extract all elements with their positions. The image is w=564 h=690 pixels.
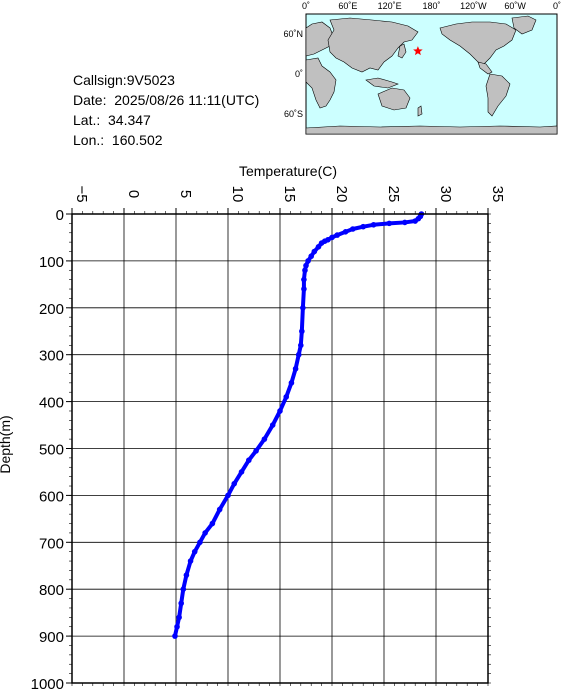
temperature-data-point — [183, 572, 190, 578]
temperature-data-point — [176, 614, 182, 621]
y-tick-label: 1000 — [31, 676, 64, 690]
x-axis-title: Temperature(C) — [239, 163, 337, 179]
temperature-data-point — [172, 633, 178, 639]
temperature-data-point — [288, 380, 295, 386]
land-asia — [327, 17, 419, 73]
temperature-data-point — [298, 342, 304, 349]
x-tick-label: 20 — [333, 186, 350, 203]
x-tick-label: 25 — [385, 186, 402, 203]
temperature-data-point — [246, 457, 252, 464]
temperature-data-point — [231, 480, 238, 487]
temperature-data-point — [301, 286, 307, 292]
land-indonesia — [365, 77, 399, 89]
x-tick-label: 10 — [229, 186, 246, 203]
map-longitude-label: 60˚E — [338, 1, 357, 11]
temperature-data-point — [308, 253, 315, 260]
temperature-data-point — [295, 351, 302, 358]
y-tick-label: 200 — [39, 301, 64, 318]
y-tick-label: 600 — [39, 488, 64, 505]
temperature-data-point — [412, 218, 419, 224]
map-longitude-label: 0˚ — [553, 1, 561, 11]
star-marker-icon — [413, 46, 423, 56]
land-australia — [377, 87, 411, 111]
temperature-data-point — [209, 520, 216, 527]
x-tick-label: 5 — [177, 190, 194, 198]
map-longitude-label: 180˚ — [422, 1, 440, 11]
temperature-data-point — [238, 469, 245, 475]
temperature-data-point — [302, 267, 308, 274]
x-tick-label: 15 — [281, 186, 298, 203]
temperature-data-point — [350, 226, 356, 232]
map-latitude-label: 60˚N — [283, 29, 303, 39]
temperature-data-point — [178, 600, 184, 607]
temperature-data-point — [283, 394, 290, 400]
plot-frame — [71, 213, 489, 684]
temperature-data-point — [311, 248, 318, 255]
temperature-data-point — [334, 232, 341, 238]
date-text: Date: 2025/08/26 11:11(UTC) — [73, 92, 260, 108]
temperature-data-point — [342, 229, 349, 235]
temperature-data-point — [318, 240, 325, 246]
y-tick-label: 300 — [39, 348, 64, 365]
y-axis-title: Depth(m) — [0, 415, 13, 473]
x-tick-label: 0 — [125, 190, 142, 198]
station-info: Callsign:9V5023 Date: 2025/08/26 11:11(U… — [73, 70, 259, 150]
land-greenland — [511, 15, 537, 35]
world-location-map: 0˚ 60˚E 120˚E 180˚ 120˚W 60˚W 0˚ 60˚N 0˚ 60˚S — [283, 1, 561, 135]
temperature-data-point — [386, 220, 393, 227]
y-tick-label: 0 — [56, 207, 64, 224]
y-tick-label: 500 — [39, 442, 64, 459]
map-latitude-label: 60˚S — [284, 109, 303, 119]
temperature-data-point — [292, 365, 299, 372]
temperature-data-point — [269, 422, 276, 428]
temperature-data-point — [191, 548, 198, 555]
temperature-data-point — [202, 530, 208, 536]
temperature-data-point — [301, 276, 307, 283]
y-tick-label: 700 — [39, 535, 64, 552]
temperature-data-point — [360, 223, 367, 230]
temperature-data-point — [253, 448, 259, 454]
temperature-profile-line — [172, 212, 424, 639]
temperature-data-point — [197, 539, 203, 546]
temperature-data-point — [216, 506, 223, 513]
temperature-data-point — [261, 436, 268, 442]
longitude-text: Lon.: 160.502 — [73, 132, 163, 148]
map-longitude-label: 120˚E — [378, 1, 402, 11]
temperature-data-point — [187, 558, 194, 564]
y-tick-label: 800 — [39, 582, 64, 599]
x-tick-label: −5 — [73, 185, 90, 202]
map-longitude-label: 120˚W — [460, 1, 487, 11]
map-latitude-label: 0˚ — [295, 69, 303, 79]
temperature-data-point — [402, 219, 408, 226]
land-south-america — [485, 73, 511, 117]
temperature-data-point — [370, 221, 377, 228]
map-longitude-label: 0˚ — [302, 1, 310, 11]
temperature-data-point — [180, 586, 187, 592]
y-tick-label: 900 — [39, 629, 64, 646]
temperature-data-point — [329, 234, 335, 241]
temperature-data-point — [299, 328, 305, 335]
x-tick-label: 35 — [489, 186, 506, 203]
latitude-text: Lat.: 34.347 — [73, 112, 151, 128]
temperature-data-point — [305, 258, 311, 264]
land-europe-africa — [305, 57, 337, 109]
y-tick-label: 100 — [39, 254, 64, 271]
land-central-america — [477, 61, 493, 75]
temperature-data-point — [315, 244, 322, 250]
temperature-data-point — [174, 623, 180, 630]
callsign-text: Callsign:9V5023 — [73, 72, 175, 88]
temperature-data-point — [303, 262, 309, 269]
temperature-data-point — [300, 305, 306, 311]
map-land — [305, 15, 558, 135]
x-tick-label: 30 — [437, 186, 454, 203]
map-longitude-label: 60˚W — [504, 1, 526, 11]
temperature-data-point — [225, 492, 231, 499]
land-japan — [397, 43, 407, 59]
land-north-america — [439, 21, 517, 65]
land-antarctica — [305, 125, 558, 135]
land-new-zealand — [417, 105, 423, 117]
y-tick-label: 400 — [39, 395, 64, 412]
temperature-data-point — [277, 408, 283, 414]
